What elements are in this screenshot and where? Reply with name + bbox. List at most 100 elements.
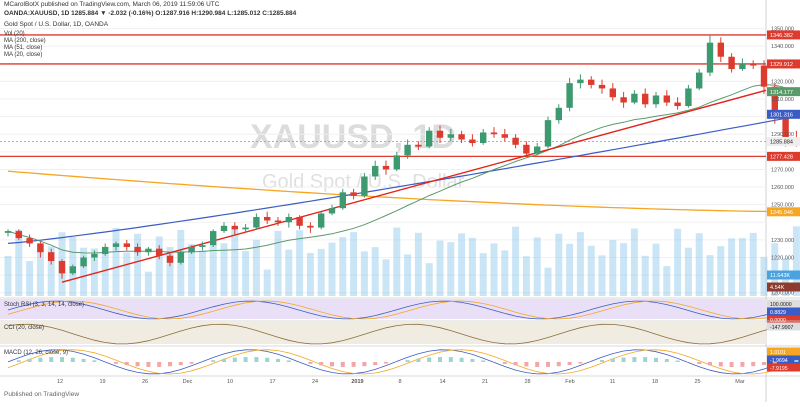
volume-bar <box>318 249 325 296</box>
macd-histogram-bar <box>254 357 258 362</box>
volume-bar <box>761 257 768 296</box>
macd-histogram-bar <box>416 359 420 362</box>
candle-body <box>620 97 626 102</box>
candle-body <box>653 95 659 104</box>
candle-body <box>534 147 540 154</box>
candle-body <box>5 231 11 233</box>
tradingview-brand: Published on TradingView <box>4 391 79 398</box>
macd-histogram-bar <box>773 362 777 363</box>
price-tag-label: 1346.382 <box>770 33 793 39</box>
candle-body <box>124 243 130 247</box>
macd-histogram-bar <box>449 357 453 362</box>
candle-body <box>307 226 313 228</box>
volume-bar <box>674 229 681 296</box>
candle-body <box>415 145 421 147</box>
candle-body <box>610 88 616 97</box>
candle-body <box>232 226 238 230</box>
macd-histogram-bar <box>740 362 744 367</box>
volume-bar <box>620 243 627 296</box>
macd-histogram-bar <box>222 359 226 362</box>
candle-body <box>350 192 356 196</box>
price-tick: 1340.000 <box>771 44 794 50</box>
candle-body <box>718 43 724 57</box>
candle-body <box>199 245 205 247</box>
macd-histogram-bar <box>665 359 669 362</box>
volume-bar <box>5 256 12 296</box>
candle-body <box>70 266 76 273</box>
macd-histogram-bar <box>168 362 172 366</box>
macd-histogram-bar <box>719 362 723 366</box>
time-tick: 24 <box>312 379 318 385</box>
time-tick: Feb <box>565 379 574 385</box>
legend-vol: Vol (20) <box>4 31 25 38</box>
volume-bar <box>264 270 271 296</box>
price-tag-label: 1277.428 <box>770 155 793 161</box>
macd-histogram-bar <box>190 362 194 364</box>
candle-body <box>469 140 475 144</box>
time-tick: Mar <box>735 379 745 385</box>
volume-bar <box>275 231 282 296</box>
macd-histogram-bar <box>514 362 518 365</box>
candle-body <box>26 238 32 243</box>
pane-label: Stoch RSI (3, 3, 14, 14, close) <box>4 302 84 308</box>
volume-bar <box>210 245 217 296</box>
macd-histogram-bar <box>460 358 464 362</box>
volume-bar <box>339 237 346 296</box>
volume-bar <box>415 233 422 296</box>
candle-body <box>329 208 335 213</box>
time-tick: 2019 <box>351 379 363 385</box>
candle-body <box>221 226 227 231</box>
volume-bar <box>577 232 584 296</box>
candle-body <box>318 213 324 227</box>
macd-histogram-bar <box>71 358 75 362</box>
macd-histogram-bar <box>265 358 269 362</box>
candle-body <box>188 247 194 252</box>
candle-body <box>404 145 410 156</box>
volume-bar <box>599 255 606 296</box>
candle-body <box>383 166 389 170</box>
macd-histogram-bar <box>276 359 280 362</box>
volume-bar <box>242 251 249 296</box>
macd-histogram-bar <box>557 362 561 366</box>
time-tick: 14 <box>439 379 445 385</box>
publisher-line: MCarolBotX published on TradingView.com,… <box>4 1 219 9</box>
volume-bar <box>383 259 390 296</box>
candle-body <box>761 66 767 87</box>
candle-body <box>167 256 173 263</box>
price-tag-label: 1285.884 <box>770 140 793 146</box>
watermark-symbol: XAUUSD, 1D <box>250 118 456 156</box>
candle-body <box>502 134 508 138</box>
candle-body <box>696 73 702 89</box>
candle-body <box>599 85 605 89</box>
volume-bar <box>717 246 724 296</box>
volume-bar <box>437 241 444 296</box>
macd-histogram-bar <box>233 358 237 362</box>
candle-body <box>577 80 583 84</box>
pane-value: -7.9195 <box>770 366 788 372</box>
time-tick: 26 <box>142 379 148 385</box>
candle-body <box>448 134 454 138</box>
macd-histogram-bar <box>406 360 410 362</box>
macd-histogram-bar <box>341 362 345 367</box>
candle-body <box>102 247 108 254</box>
macd-histogram-bar <box>438 357 442 362</box>
pane-value: -147.9907 <box>770 325 793 331</box>
price-tick: 1260.000 <box>771 185 794 191</box>
candle-body <box>210 231 216 245</box>
time-tick: 10 <box>227 379 233 385</box>
volume-bar <box>523 256 530 296</box>
macd-histogram-bar <box>568 362 572 365</box>
candle-body <box>134 247 140 252</box>
volume-bar <box>555 234 562 296</box>
volume-bar <box>361 251 368 296</box>
candle-body <box>556 108 562 120</box>
macd-histogram-bar <box>794 360 798 362</box>
macd-histogram-bar <box>373 362 377 365</box>
macd-histogram-bar <box>125 362 129 365</box>
macd-histogram-bar <box>503 362 507 364</box>
candle-body <box>545 120 551 146</box>
macd-histogram-bar <box>697 362 701 364</box>
pane-value: 0.8829 <box>770 310 786 316</box>
